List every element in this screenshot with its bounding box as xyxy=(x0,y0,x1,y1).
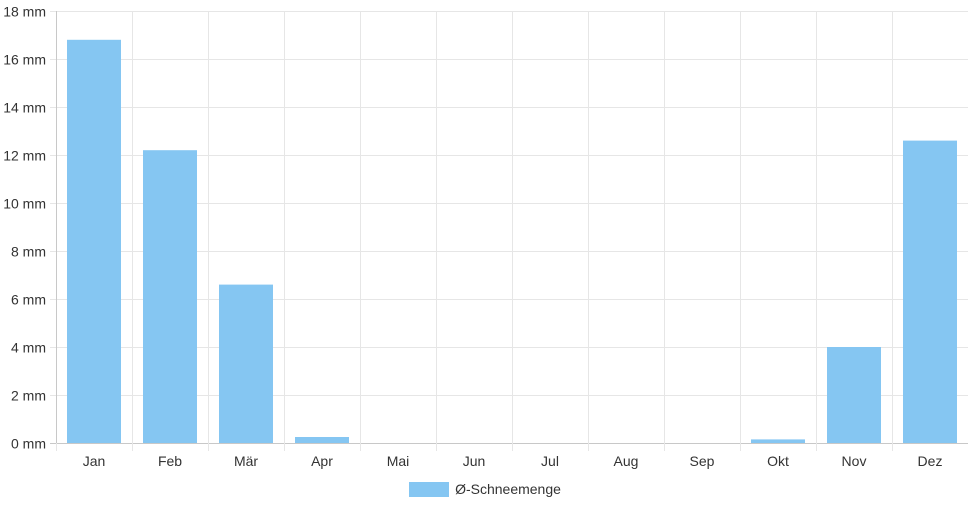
x-tick-label: Feb xyxy=(158,453,182,469)
legend-label: Ø-Schneemenge xyxy=(455,481,561,497)
y-tick-label: 0 mm xyxy=(11,436,46,452)
legend-swatch xyxy=(409,481,450,497)
bar-dez[interactable] xyxy=(903,140,957,443)
y-tick-label: 8 mm xyxy=(11,244,46,260)
y-tick-label: 2 mm xyxy=(11,388,46,404)
x-tick-label: Sep xyxy=(690,453,715,469)
x-tick-label: Okt xyxy=(767,453,789,469)
bar-okt[interactable] xyxy=(751,439,805,443)
x-tick-label: Jul xyxy=(541,453,559,469)
x-tick-label: Aug xyxy=(614,453,639,469)
y-tick-label: 6 mm xyxy=(11,292,46,308)
x-tick-label: Jan xyxy=(83,453,106,469)
bar-nov[interactable] xyxy=(827,347,881,443)
tick-labels: 0 mm 2 mm 4 mm 6 mm 8 mm 10 mm 12 mm 14 mm 16 mm… xyxy=(3,4,942,470)
bar-feb[interactable] xyxy=(143,150,197,443)
x-tick-label: Jun xyxy=(463,453,486,469)
x-tick-label: Dez xyxy=(918,453,943,469)
y-tick-label: 12 mm xyxy=(3,148,46,164)
bar-mär[interactable] xyxy=(219,284,273,443)
y-tick-label: 4 mm xyxy=(11,340,46,356)
bar-jan[interactable] xyxy=(67,39,121,444)
x-tick-label: Mai xyxy=(387,453,410,469)
legend[interactable]: Ø-Schneemenge xyxy=(0,481,968,497)
x-tick-label: Apr xyxy=(311,453,333,469)
bar-apr[interactable] xyxy=(295,437,349,443)
y-tick-label: 18 mm xyxy=(3,4,46,20)
bars xyxy=(67,39,957,444)
x-tick-label: Nov xyxy=(842,453,867,469)
y-tick-label: 10 mm xyxy=(3,196,46,212)
y-tick-label: 16 mm xyxy=(3,52,46,68)
y-tick-label: 14 mm xyxy=(3,100,46,116)
x-tick-label: Mär xyxy=(234,453,258,469)
